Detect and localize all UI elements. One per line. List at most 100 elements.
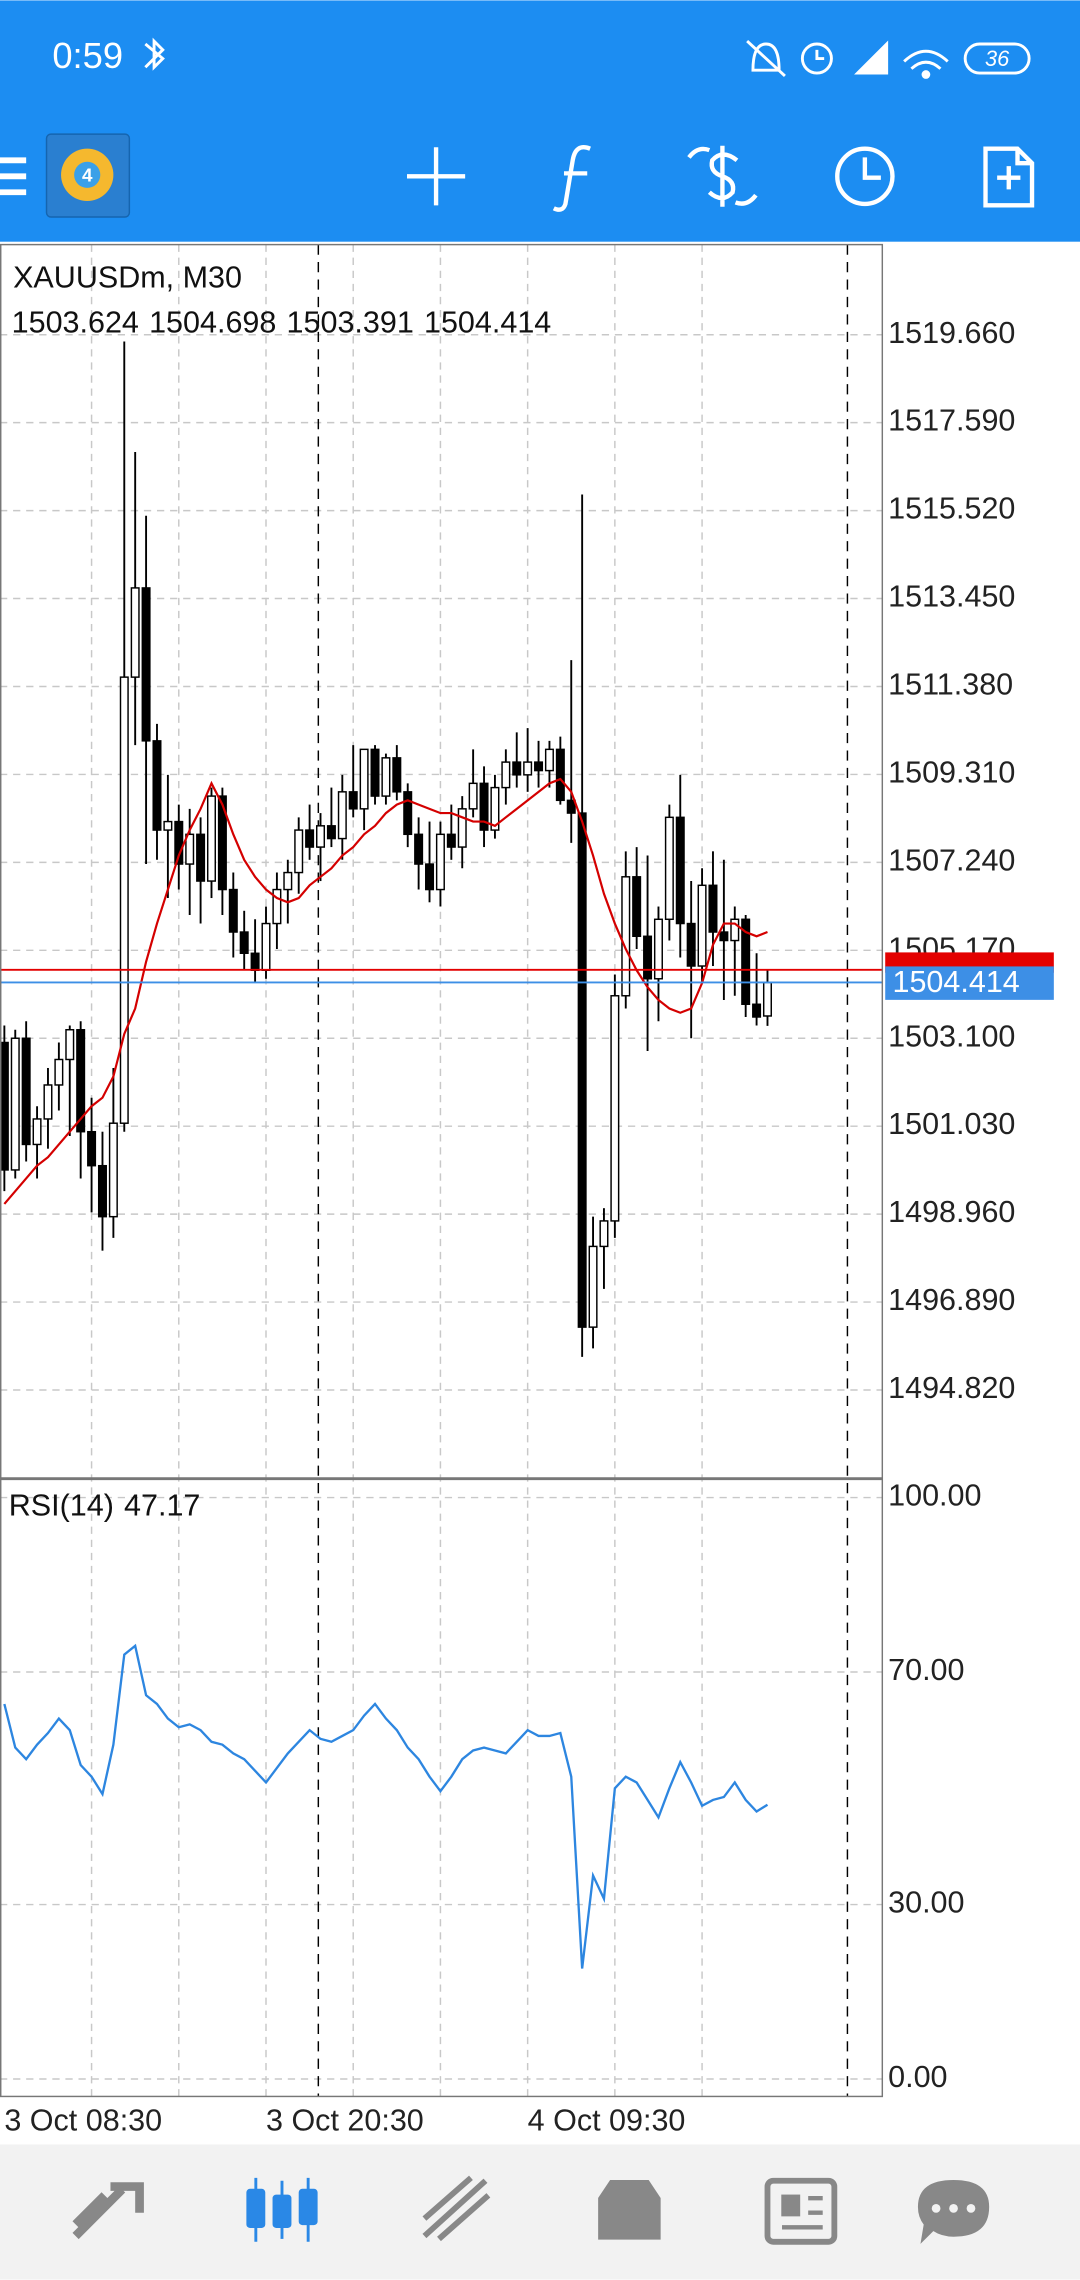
candle-body <box>97 1164 107 1218</box>
candle-body <box>152 740 162 831</box>
nav-trade[interactable] <box>422 2175 491 2242</box>
candle-body <box>675 816 685 925</box>
ohlc-value: 1503.624 <box>12 306 139 340</box>
candle-body <box>653 918 663 980</box>
nav-history[interactable] <box>598 2180 661 2240</box>
bid-label: 1504.414 <box>892 965 1019 999</box>
candle-body <box>741 918 751 1005</box>
candle-body <box>501 761 511 789</box>
y-tick-label: 1501.030 <box>888 1107 1015 1141</box>
candle-body <box>610 995 620 1222</box>
candle-body <box>217 795 227 891</box>
nav-chat[interactable] <box>917 2180 990 2244</box>
candle-body <box>719 931 729 942</box>
candle-body <box>130 587 140 678</box>
crosshair-button[interactable] <box>406 147 466 206</box>
history-button[interactable] <box>835 146 895 207</box>
candle-body <box>326 825 336 840</box>
candle-body <box>108 1122 118 1218</box>
candle-body <box>544 748 554 772</box>
candle-body <box>555 748 565 802</box>
y-tick-label: 1511.380 <box>888 668 1013 702</box>
trade-button[interactable] <box>687 145 758 207</box>
y-tick-label: 1494.820 <box>888 1371 1015 1405</box>
candle-body <box>490 786 500 831</box>
candle-body <box>32 1118 42 1146</box>
candle-body <box>523 761 533 776</box>
clock: 0:59 <box>52 35 123 76</box>
candle-body <box>752 1003 762 1018</box>
candle-body <box>370 748 380 797</box>
candle-body <box>228 888 238 933</box>
candle-body <box>119 676 129 1124</box>
y-tick-label: 1513.450 <box>888 580 1015 614</box>
candle-body <box>403 791 413 836</box>
candle-body <box>283 871 293 891</box>
candle-body <box>762 981 772 1017</box>
candle-body <box>10 1037 20 1171</box>
y-tick-label: 30.00 <box>888 1886 964 1920</box>
ohlc-value: 1504.698 <box>149 306 276 340</box>
bluetooth-icon <box>144 37 165 71</box>
candle-body <box>272 888 282 925</box>
moving-average <box>3 777 768 1205</box>
y-tick-label: 1496.890 <box>888 1283 1015 1317</box>
rsi-value: 47.17 <box>124 1489 200 1523</box>
nav-news[interactable] <box>764 2177 838 2245</box>
x-tick-label: 4 Oct 09:30 <box>528 2104 686 2138</box>
candle-body <box>512 761 522 776</box>
menu-button[interactable] <box>0 157 27 196</box>
app-logo[interactable]: 4 <box>45 133 131 218</box>
candle-body <box>566 799 576 814</box>
y-tick-label: 100.00 <box>888 1479 981 1513</box>
indicators-button[interactable] <box>552 145 591 212</box>
candle-body <box>697 884 707 967</box>
candle-body <box>185 833 195 865</box>
bottom-nav <box>0 2144 1080 2280</box>
candle-body <box>294 829 304 874</box>
candle-body <box>305 829 315 848</box>
candle-body <box>621 876 631 997</box>
candle-body <box>414 833 424 865</box>
candle-body <box>392 757 402 793</box>
ohlc-value: 1504.414 <box>424 306 551 340</box>
rsi-line <box>3 1643 769 1969</box>
candle-body <box>381 757 391 797</box>
candle-body <box>337 791 347 840</box>
candle-body <box>65 1029 75 1061</box>
candle-body <box>730 918 740 942</box>
rsi-header: RSI(14) 47.17 <box>9 1489 201 1523</box>
new-order-button[interactable] <box>983 146 1035 208</box>
ohlc-value: 1503.391 <box>287 306 414 340</box>
rsi-name: RSI(14) <box>9 1489 114 1523</box>
candle-body <box>686 922 696 967</box>
top-bar <box>0 0 1080 242</box>
candle-body <box>708 884 718 933</box>
candle-body <box>141 587 151 742</box>
candle-body <box>457 808 467 848</box>
candle-body <box>196 833 206 882</box>
nav-chart[interactable] <box>246 2177 318 2242</box>
chart-title: XAUUSDm, M30 <box>13 261 242 295</box>
candle-body <box>468 782 478 810</box>
y-tick-label: 0.00 <box>888 2060 947 2094</box>
svg-text:4: 4 <box>82 165 93 186</box>
candle-body <box>577 812 587 1328</box>
nav-quotes[interactable] <box>72 2182 144 2240</box>
candle-body <box>239 931 249 955</box>
candle-body <box>599 1220 609 1248</box>
y-tick-label: 1519.660 <box>888 316 1015 350</box>
y-tick-label: 1509.310 <box>888 755 1015 789</box>
candle-body <box>435 833 445 891</box>
candle-body <box>348 791 358 810</box>
candle-body <box>163 820 173 831</box>
bid-label-box <box>885 966 1054 1000</box>
battery-level: 36 <box>985 46 1010 71</box>
candle-body <box>359 748 369 810</box>
candle-body <box>479 782 489 831</box>
y-tick-label: 1515.520 <box>888 492 1015 526</box>
y-tick-label: 1503.100 <box>888 1019 1015 1053</box>
candle-body <box>534 761 544 772</box>
candle-body <box>206 795 216 882</box>
